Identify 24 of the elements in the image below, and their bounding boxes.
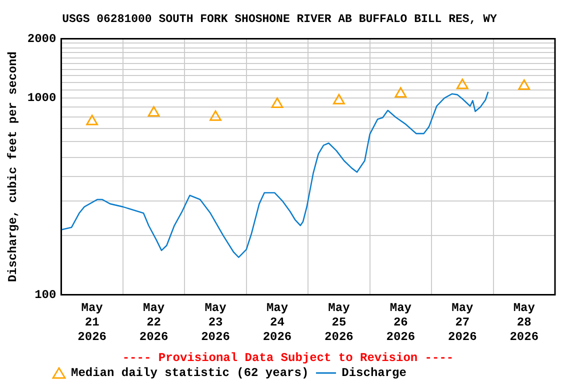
text: ---- Provisional Data Subject to Revision ---- — [121, 351, 455, 365]
point — [271, 97, 284, 108]
x-tick-label: May 26 2026 — [386, 301, 416, 344]
x-tick-label: May 24 2026 — [262, 301, 292, 344]
point — [333, 94, 345, 104]
legend-label: Median daily statistic (62 years) — [71, 366, 309, 380]
x-tick-label: May 25 2026 — [324, 301, 354, 344]
point — [394, 87, 407, 98]
x-tick-label: May 28 2026 — [510, 301, 539, 344]
point — [456, 78, 468, 90]
y-tick-label: 100 — [34, 288, 56, 302]
y-tick-label: 2000 — [27, 32, 56, 46]
chart-title: USGS 06281000 SOUTH FORK SHOSHONE RIVER AB BUFFALO BILL RES, WY — [62, 12, 497, 26]
y-tick-label: 1000 — [27, 91, 56, 106]
x-tick-label: May 21 2026 — [78, 301, 106, 344]
point — [148, 106, 160, 117]
x-tick-label: May 22 2026 — [139, 301, 168, 344]
y-axis-title: Discharge, cubic feet per second — [6, 52, 20, 282]
point — [518, 79, 530, 90]
legend-label: Discharge — [342, 366, 406, 380]
point — [210, 110, 222, 121]
x-tick-label: May 27 2026 — [448, 301, 477, 344]
x-tick-label: May 23 2026 — [201, 301, 230, 344]
point — [86, 114, 98, 126]
